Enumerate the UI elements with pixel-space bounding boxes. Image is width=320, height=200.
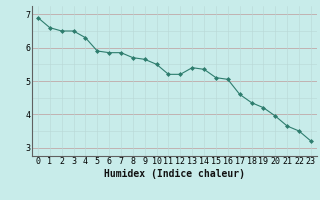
X-axis label: Humidex (Indice chaleur): Humidex (Indice chaleur) bbox=[104, 169, 245, 179]
